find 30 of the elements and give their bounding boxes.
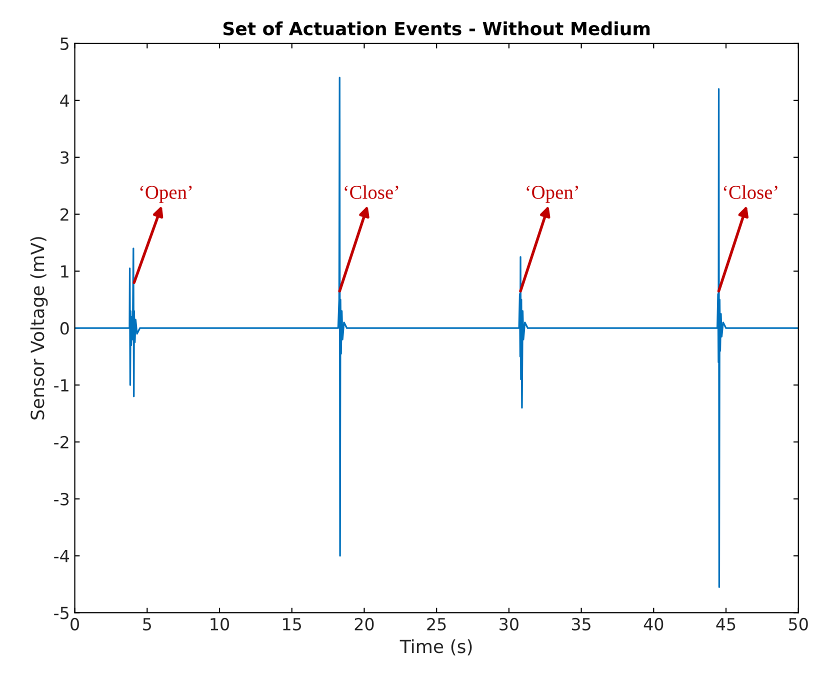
x-tick-label: 40 bbox=[644, 618, 664, 630]
y-tick-label: 2 bbox=[60, 208, 68, 221]
x-tick-label: 30 bbox=[500, 618, 518, 630]
y-tick-label: -3 bbox=[54, 492, 69, 506]
y-tick-label: -1 bbox=[54, 379, 68, 392]
annotation: ‘Close’ bbox=[724, 185, 778, 199]
annotation: ‘Close’ bbox=[344, 185, 398, 199]
y-axis-title: Sensor Voltage (mV) bbox=[30, 237, 48, 420]
y-tick-label: 0 bbox=[60, 322, 69, 335]
annotation: ‘Open’ bbox=[526, 186, 578, 203]
annotation: ‘Open’ bbox=[140, 186, 192, 203]
x-tick-label: 50 bbox=[789, 618, 808, 630]
x-tick-label: 20 bbox=[354, 618, 374, 630]
y-tick-label: 5 bbox=[60, 38, 68, 50]
x-tick-label: 35 bbox=[572, 618, 590, 630]
x-tick-label: 0 bbox=[70, 618, 79, 630]
y-tick-label: -2 bbox=[54, 436, 68, 448]
y-tick-label: -4 bbox=[54, 550, 69, 562]
x-tick-label: 25 bbox=[427, 618, 446, 630]
y-tick-label: -5 bbox=[54, 606, 68, 620]
y-tick-label: 1 bbox=[61, 265, 68, 278]
x-axis-title: Time (s) bbox=[400, 639, 472, 656]
line-series bbox=[74, 76, 798, 588]
x-tick-label: 10 bbox=[210, 618, 230, 630]
x-tick-label: 5 bbox=[143, 618, 151, 630]
y-tick-label: 4 bbox=[60, 94, 69, 107]
x-tick-label: 15 bbox=[283, 618, 302, 630]
y-tick-label: 3 bbox=[60, 151, 69, 164]
x-tick-label: 45 bbox=[716, 618, 736, 630]
chart-title: Set of Actuation Events - Without Medium bbox=[223, 21, 650, 36]
